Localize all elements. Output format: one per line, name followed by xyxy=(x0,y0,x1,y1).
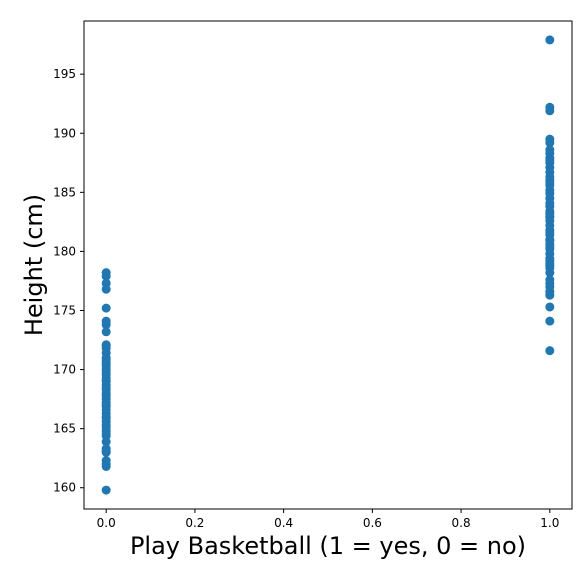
data-point xyxy=(101,359,111,369)
data-point xyxy=(101,382,111,392)
data-point xyxy=(545,106,555,116)
y-axis-label: Height (cm) xyxy=(20,194,48,336)
y-tick-label: 165 xyxy=(53,422,76,436)
y-tick-label: 175 xyxy=(53,303,76,317)
data-point xyxy=(545,155,555,165)
data-point xyxy=(101,284,111,294)
data-point xyxy=(101,320,111,330)
x-tick-label: 0.2 xyxy=(185,516,204,530)
data-point xyxy=(545,236,555,246)
x-tick-label: 0.6 xyxy=(363,516,382,530)
data-point xyxy=(101,303,111,313)
x-tick-label: 1.0 xyxy=(540,516,559,530)
data-point xyxy=(101,400,111,410)
data-point xyxy=(101,459,111,469)
y-tick-label: 185 xyxy=(53,185,76,199)
data-point xyxy=(101,420,111,430)
plot-area xyxy=(84,21,572,509)
data-point xyxy=(545,138,555,148)
data-point xyxy=(545,228,555,238)
data-points xyxy=(101,35,555,495)
data-point xyxy=(545,178,555,188)
data-point xyxy=(545,302,555,312)
data-point xyxy=(545,198,555,208)
x-axis-label: Play Basketball (1 = yes, 0 = no) xyxy=(130,532,526,560)
data-point xyxy=(545,346,555,356)
y-tick-label: 195 xyxy=(53,67,76,81)
y-tick-label: 180 xyxy=(53,244,76,258)
data-point xyxy=(101,375,111,385)
data-point xyxy=(101,327,111,337)
data-point xyxy=(545,261,555,271)
data-point xyxy=(545,290,555,300)
data-point xyxy=(101,485,111,495)
x-tick-label: 0.8 xyxy=(452,516,471,530)
data-point xyxy=(101,367,111,377)
x-tick-label: 0.4 xyxy=(274,516,293,530)
data-point xyxy=(101,437,111,447)
data-point xyxy=(545,316,555,326)
y-axis-ticks: 160 165 170 175 180 185 190 195 xyxy=(53,67,84,495)
data-point xyxy=(545,35,555,45)
data-point xyxy=(101,412,111,422)
data-point xyxy=(101,271,111,281)
y-tick-label: 170 xyxy=(53,363,76,377)
data-point xyxy=(101,341,111,351)
data-point xyxy=(545,145,555,155)
x-tick-label: 0.0 xyxy=(97,516,116,530)
data-point xyxy=(101,446,111,456)
plot-frame xyxy=(83,20,573,510)
y-tick-label: 160 xyxy=(53,481,76,495)
data-point xyxy=(101,428,111,438)
x-axis-ticks: 0.0 0.2 0.4 0.6 0.8 1.0 xyxy=(97,509,559,530)
data-point xyxy=(545,278,555,288)
data-point xyxy=(545,268,555,278)
data-point xyxy=(545,209,555,219)
y-tick-label: 190 xyxy=(53,126,76,140)
